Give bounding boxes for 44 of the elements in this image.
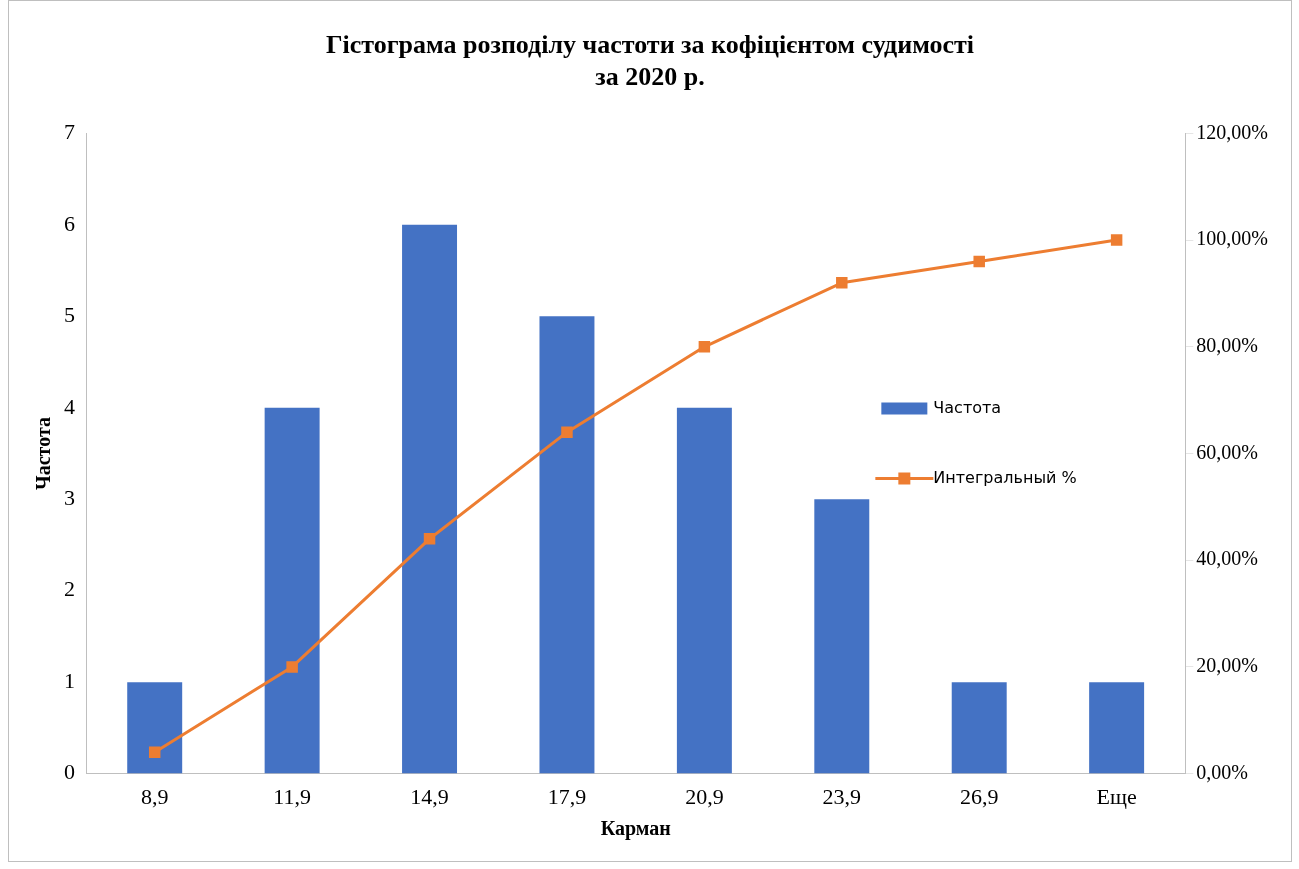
- y-tick-label: 2: [64, 576, 75, 602]
- x-tick-label: 11,9: [273, 783, 311, 809]
- x-tick-label: 8,9: [140, 783, 169, 809]
- legend-label: Интегральный %: [933, 467, 1077, 487]
- point: [286, 661, 298, 673]
- y-axis-title: Частота: [32, 417, 55, 490]
- point: [698, 341, 711, 353]
- y2-tick-label: 60,00%: [1196, 440, 1259, 463]
- x-tick-label: 17,9: [547, 783, 587, 809]
- legend-label: Частота: [933, 397, 1002, 417]
- x-tick-label: 20,9: [685, 783, 724, 809]
- y2-tick-label: 100,00%: [1196, 227, 1269, 250]
- x-axis-title: Карман: [600, 817, 671, 841]
- y2-tick-label: 120,00%: [1196, 120, 1269, 143]
- bar: [402, 224, 458, 774]
- point: [148, 746, 161, 758]
- y-tick-label: 4: [64, 393, 75, 419]
- bar: [127, 682, 183, 774]
- point: [561, 426, 573, 438]
- chart-title: Гістограма розподілу частоти за кофіцієнтом судимості за 2020 р.: [325, 30, 975, 91]
- y-tick-label: 7: [64, 119, 75, 145]
- y-tick-label: 1: [64, 667, 75, 693]
- x-tick-label: 23,9: [822, 783, 862, 809]
- point: [1110, 234, 1123, 246]
- point: [423, 533, 436, 545]
- point: [836, 277, 848, 289]
- point: [973, 255, 985, 268]
- y2-tick-label: 40,00%: [1196, 547, 1259, 570]
- bar: [676, 407, 732, 774]
- y2-tick-label: 0,00%: [1196, 760, 1249, 783]
- bar: [539, 316, 595, 774]
- x-tick-label: 14,9: [410, 783, 449, 809]
- y-tick-label: 6: [64, 210, 75, 236]
- bar: [951, 682, 1007, 774]
- y2-tick-label: 20,00%: [1196, 654, 1259, 677]
- bar: [264, 407, 320, 774]
- bar: [814, 499, 870, 774]
- y-tick-label: 3: [64, 485, 75, 511]
- y-tick-label: 0: [64, 759, 75, 785]
- x-tick-label: 26,9: [959, 783, 999, 809]
- y2-tick-label: 80,00%: [1196, 334, 1259, 357]
- bar: [1089, 682, 1145, 774]
- x-tick-label: Еще: [1096, 783, 1137, 809]
- y-tick-label: 5: [64, 302, 75, 328]
